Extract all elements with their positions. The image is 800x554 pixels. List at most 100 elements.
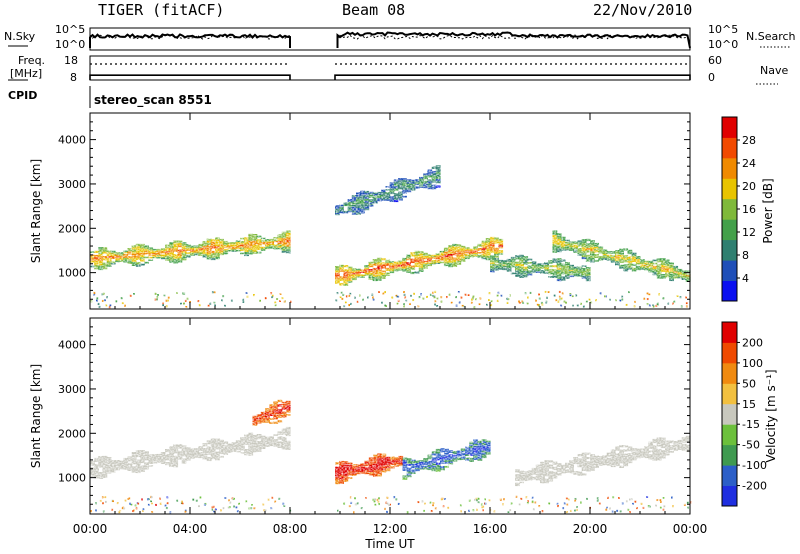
power-cell xyxy=(265,243,270,246)
velocity-speckle xyxy=(233,497,235,500)
velocity-cell xyxy=(431,465,437,468)
velocity-cell xyxy=(256,422,262,424)
velocity-cell xyxy=(281,413,287,416)
velocity-cell xyxy=(577,458,583,461)
power-speckle xyxy=(633,305,636,308)
power-cell xyxy=(351,208,357,211)
velocity-speckle xyxy=(586,497,588,500)
power-cell xyxy=(565,270,570,273)
velocity-cell xyxy=(135,464,141,467)
power-speckle xyxy=(488,292,491,295)
power-cell xyxy=(131,251,137,254)
power-cell xyxy=(431,261,437,263)
power-cell xyxy=(535,266,541,269)
velocity-cell xyxy=(281,441,287,444)
velocity-cell xyxy=(685,437,691,440)
velocity-cell xyxy=(619,451,624,455)
power-cell xyxy=(660,267,666,270)
velocity-cell xyxy=(481,450,487,453)
power-cell xyxy=(127,262,133,264)
power-cell xyxy=(119,257,124,260)
power-cell xyxy=(393,193,399,196)
velocity-cell xyxy=(419,461,424,464)
power-cell xyxy=(439,252,445,254)
velocity-cell xyxy=(465,457,470,460)
power-cell xyxy=(381,266,386,269)
power-cell xyxy=(431,177,437,181)
velocity-cell xyxy=(577,462,583,465)
velocity-cell xyxy=(406,462,412,464)
power-speckle xyxy=(524,292,527,295)
power-cell xyxy=(410,182,416,185)
power-cell xyxy=(556,272,562,275)
velocity-cell xyxy=(265,421,270,423)
power-cell xyxy=(106,254,112,256)
velocity-cell xyxy=(281,430,287,433)
power-cell xyxy=(169,256,174,259)
velocity-cell xyxy=(669,446,674,448)
power-cell xyxy=(565,245,570,248)
velocity-cell xyxy=(269,443,274,446)
velocity-cell xyxy=(623,445,629,448)
velocity-cell xyxy=(260,441,266,443)
velocity-cell xyxy=(148,462,154,464)
velocity-cell xyxy=(685,444,691,447)
power-cell xyxy=(523,258,529,261)
power-cell xyxy=(110,254,116,257)
power-cell xyxy=(355,270,361,272)
power-cell xyxy=(368,272,374,275)
power-cell xyxy=(194,253,199,256)
power-cell xyxy=(619,256,624,259)
power-cell xyxy=(351,202,357,205)
power-cell xyxy=(335,274,340,278)
velocity-cell xyxy=(190,451,195,453)
power-cell xyxy=(376,257,382,261)
velocity-cell xyxy=(627,449,633,452)
power-speckle xyxy=(253,294,255,297)
power-cell xyxy=(123,257,129,259)
velocity-cell xyxy=(485,451,491,454)
power-cell xyxy=(510,272,516,275)
velocity-speckle xyxy=(264,509,267,512)
velocity-cell xyxy=(452,458,458,460)
power-speckle xyxy=(198,304,201,307)
power-cell xyxy=(494,251,499,254)
power-speckle xyxy=(560,304,563,307)
power-speckle xyxy=(464,293,467,296)
velocity-cell xyxy=(106,469,112,472)
power-cell xyxy=(406,269,411,272)
power-cell xyxy=(498,268,504,270)
power-cell xyxy=(372,276,378,279)
velocity-cell xyxy=(635,451,641,453)
power-cell xyxy=(410,187,416,189)
colorbar-swatch xyxy=(722,485,737,507)
power-cell xyxy=(402,180,407,182)
velocity-speckle xyxy=(662,497,665,499)
velocity-speckle xyxy=(166,502,169,505)
velocity-speckle xyxy=(350,501,353,504)
power-cell xyxy=(598,257,604,260)
power-cell xyxy=(535,271,541,273)
velocity-cell xyxy=(477,452,483,455)
velocity-cell xyxy=(602,463,608,466)
power-cell xyxy=(573,245,579,248)
velocity-cell xyxy=(385,464,391,467)
power-cell xyxy=(640,262,645,264)
power-cell xyxy=(219,242,224,245)
power-cell xyxy=(347,207,353,210)
velocity-cell xyxy=(585,457,591,460)
velocity-cell xyxy=(152,458,158,460)
power-cell xyxy=(464,254,470,256)
power-cell xyxy=(448,260,453,263)
power-speckle xyxy=(279,300,281,302)
power-cell xyxy=(202,255,208,258)
velocity-cell xyxy=(115,463,120,466)
power-cell xyxy=(148,259,154,261)
power-cell xyxy=(527,258,533,261)
velocity-cell xyxy=(160,458,166,461)
power-cell xyxy=(648,263,654,265)
power-cell xyxy=(94,265,99,268)
power-cell xyxy=(531,271,537,273)
power-speckle xyxy=(646,292,649,295)
velocity-cell xyxy=(685,435,691,438)
